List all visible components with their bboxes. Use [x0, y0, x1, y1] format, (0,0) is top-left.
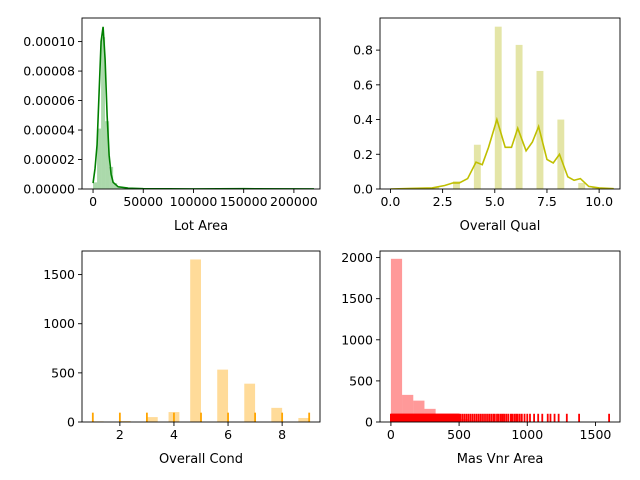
hist-bar-2 [97, 128, 102, 189]
y-tick-label: 500 [51, 365, 75, 380]
y-tick-label: 0 [67, 415, 75, 430]
y-tick-label: 0.4 [353, 112, 373, 127]
x-tick-label: 50000 [123, 194, 163, 209]
plot-area [91, 259, 311, 422]
x-tick-label: 2.5 [433, 194, 453, 209]
x-tick-label: 2 [116, 427, 124, 442]
y-tick-label: 1500 [43, 267, 75, 282]
x-tick-label: 150000 [220, 194, 268, 209]
hist-bar-5 [494, 26, 502, 189]
hist-bar-9 [480, 420, 492, 422]
hist-bar-3 [146, 417, 158, 422]
x-axis-label: Mas Vnr Area [457, 452, 544, 467]
x-tick-label: 0 [387, 427, 395, 442]
kde-line [390, 116, 614, 189]
x-tick-label: 8 [278, 427, 286, 442]
hist-bar-6 [113, 183, 118, 189]
x-tick-label: 1500 [580, 427, 612, 442]
x-tick-label: 100000 [170, 194, 218, 209]
axes-frame [379, 17, 621, 190]
hist-bar-4 [473, 144, 481, 189]
x-axis-label: Overall Qual [460, 219, 541, 234]
y-tick-label: 0.6 [353, 77, 373, 92]
x-tick-label: 5.0 [485, 194, 505, 209]
hist-bar-8 [271, 407, 283, 422]
hist-bar-9 [578, 182, 586, 189]
y-tick-label: 0.0 [353, 182, 373, 197]
y-tick-label: 0.00008 [23, 64, 75, 79]
x-tick-label: 6 [224, 427, 232, 442]
x-tick-label: 200000 [270, 194, 318, 209]
plot-area [390, 258, 610, 422]
hist-bar-7 [117, 186, 124, 189]
axes-frame [81, 17, 321, 190]
subplot-1: 0 50000 100000 150000 200000 0.00000 0.00002 0.… [23, 17, 321, 234]
hist-bar-4 [105, 121, 110, 189]
x-tick-label: 0.0 [380, 194, 400, 209]
x-tick-label: 0 [89, 194, 97, 209]
rug [390, 413, 610, 422]
hist-bar-3 [453, 181, 460, 189]
hist-bar-2 [119, 421, 131, 422]
x-axis-label: Overall Cond [159, 452, 243, 467]
hist-bar-2 [402, 394, 414, 422]
rug [91, 412, 311, 422]
y-tick-label: 2000 [341, 250, 373, 265]
x-tick-label: 4 [170, 427, 178, 442]
subplot-4: 0 500 1000 1500 0 500 1000 1500 2000 Mas Vnr Area [341, 250, 621, 467]
axes-frame [81, 250, 321, 423]
y-tick-label: 0.00002 [23, 152, 75, 167]
hist-bar-1 [390, 258, 403, 422]
hist-bar-6 [217, 369, 229, 422]
hist-bar-1 [93, 182, 98, 189]
y-tick-label: 0.00006 [23, 93, 75, 108]
hist-bar-9 [298, 417, 310, 422]
x-tick-label: 10.0 [585, 194, 613, 209]
hist-bar-6 [515, 44, 523, 189]
x-tick-label: 500 [447, 427, 471, 442]
y-tick-label: 1000 [341, 332, 373, 347]
hist-bar-3 [413, 400, 425, 422]
subplot-2: 0.0 2.5 5.0 7.5 10.0 0.0 0.2 0.4 0.6 0.8 Overall Q… [353, 17, 621, 234]
y-tick-label: 1000 [43, 316, 75, 331]
hist-bar-3 [101, 37, 106, 189]
hist-bar-2 [432, 187, 440, 189]
y-tick-label: 1500 [341, 291, 373, 306]
hist-bar-7 [458, 419, 470, 422]
x-tick-label: 7.5 [537, 194, 557, 209]
x-tick-label: 1000 [511, 427, 543, 442]
y-tick-label: 0.00004 [23, 123, 75, 138]
hist-bar-5 [190, 259, 201, 422]
y-tick-label: 0.00000 [23, 182, 75, 197]
hist-bar-5 [109, 166, 114, 189]
hist-bar-8 [557, 119, 565, 189]
y-tick-label: 0.00010 [23, 34, 75, 49]
y-tick-label: 500 [349, 373, 373, 388]
hist-bar-7 [244, 383, 256, 422]
subplot-3: 2 4 6 8 0 500 1000 1500 Overall Cond [43, 250, 321, 467]
y-tick-label: 0 [365, 415, 373, 430]
axes-frame [379, 250, 621, 423]
y-tick-label: 0.8 [353, 43, 373, 58]
y-tick-label: 0.2 [353, 147, 373, 162]
x-axis-label: Lot Area [174, 219, 228, 234]
